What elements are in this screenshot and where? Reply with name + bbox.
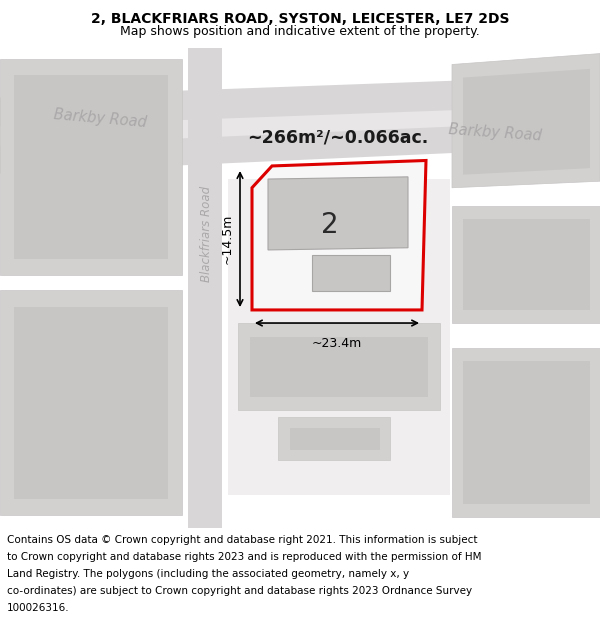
Polygon shape — [452, 54, 600, 188]
Text: Land Registry. The polygons (including the associated geometry, namely x, y: Land Registry. The polygons (including t… — [7, 569, 409, 579]
Polygon shape — [188, 48, 222, 528]
Polygon shape — [0, 290, 182, 515]
Polygon shape — [14, 307, 168, 499]
Polygon shape — [463, 69, 590, 174]
Polygon shape — [14, 76, 168, 259]
Polygon shape — [463, 219, 590, 310]
Polygon shape — [250, 338, 428, 398]
Text: Barkby Road: Barkby Road — [448, 122, 542, 144]
Text: to Crown copyright and database rights 2023 and is reproduced with the permissio: to Crown copyright and database rights 2… — [7, 552, 482, 562]
Text: 100026316.: 100026316. — [7, 602, 70, 612]
Polygon shape — [0, 48, 600, 528]
Text: Barkby Road: Barkby Road — [53, 107, 147, 131]
Polygon shape — [0, 59, 182, 275]
Polygon shape — [268, 177, 408, 250]
Polygon shape — [312, 256, 390, 291]
Text: Contains OS data © Crown copyright and database right 2021. This information is : Contains OS data © Crown copyright and d… — [7, 535, 478, 545]
Text: 2: 2 — [321, 211, 339, 239]
Polygon shape — [463, 361, 590, 504]
Text: ~266m²/~0.066ac.: ~266m²/~0.066ac. — [247, 129, 428, 147]
Polygon shape — [0, 76, 600, 174]
Polygon shape — [278, 417, 390, 461]
Text: Blackfriars Road: Blackfriars Road — [199, 186, 212, 282]
Polygon shape — [0, 105, 600, 146]
Text: ~23.4m: ~23.4m — [312, 338, 362, 350]
Polygon shape — [452, 348, 600, 518]
Polygon shape — [290, 428, 380, 449]
Polygon shape — [228, 179, 450, 496]
Polygon shape — [252, 161, 426, 310]
Text: ~14.5m: ~14.5m — [221, 214, 234, 264]
Polygon shape — [452, 206, 600, 323]
Text: co-ordinates) are subject to Crown copyright and database rights 2023 Ordnance S: co-ordinates) are subject to Crown copyr… — [7, 586, 472, 596]
Text: Map shows position and indicative extent of the property.: Map shows position and indicative extent… — [120, 24, 480, 38]
Text: 2, BLACKFRIARS ROAD, SYSTON, LEICESTER, LE7 2DS: 2, BLACKFRIARS ROAD, SYSTON, LEICESTER, … — [91, 12, 509, 26]
Polygon shape — [238, 323, 440, 410]
